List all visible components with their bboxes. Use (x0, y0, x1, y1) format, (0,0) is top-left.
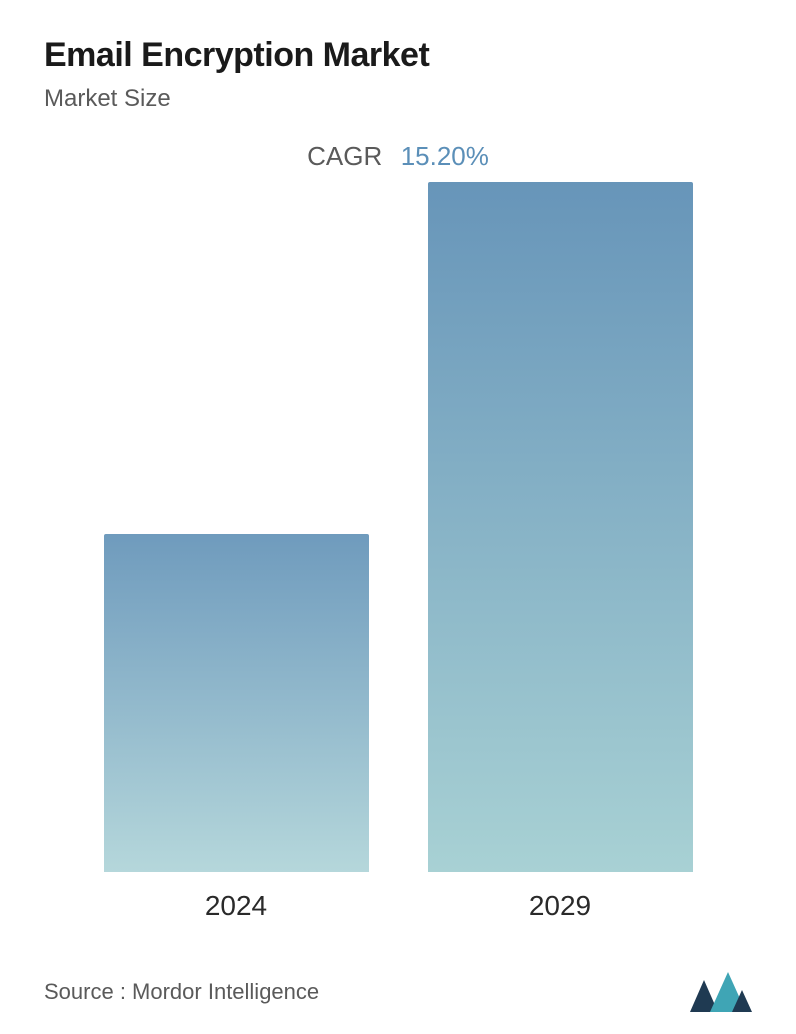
bar-2024 (104, 534, 369, 872)
bar-2029 (428, 182, 693, 872)
bar-group-0 (104, 534, 369, 872)
bar-group-1 (428, 182, 693, 872)
cagr-label: CAGR (307, 141, 382, 171)
footer: Source : Mordor Intelligence (44, 972, 752, 1012)
mordor-logo-icon (690, 972, 752, 1012)
chart-subtitle: Market Size (44, 85, 752, 113)
x-label-1: 2029 (428, 890, 693, 922)
x-label-0: 2024 (104, 890, 369, 922)
cagr-value: 15.20% (401, 141, 489, 171)
chart-title: Email Encryption Market (44, 36, 752, 75)
chart-area (44, 182, 752, 872)
source-text: Source : Mordor Intelligence (44, 979, 319, 1005)
x-axis-labels: 2024 2029 (44, 872, 752, 922)
chart-container: Email Encryption Market Market Size CAGR… (0, 0, 796, 1034)
cagr-row: CAGR 15.20% (44, 141, 752, 172)
